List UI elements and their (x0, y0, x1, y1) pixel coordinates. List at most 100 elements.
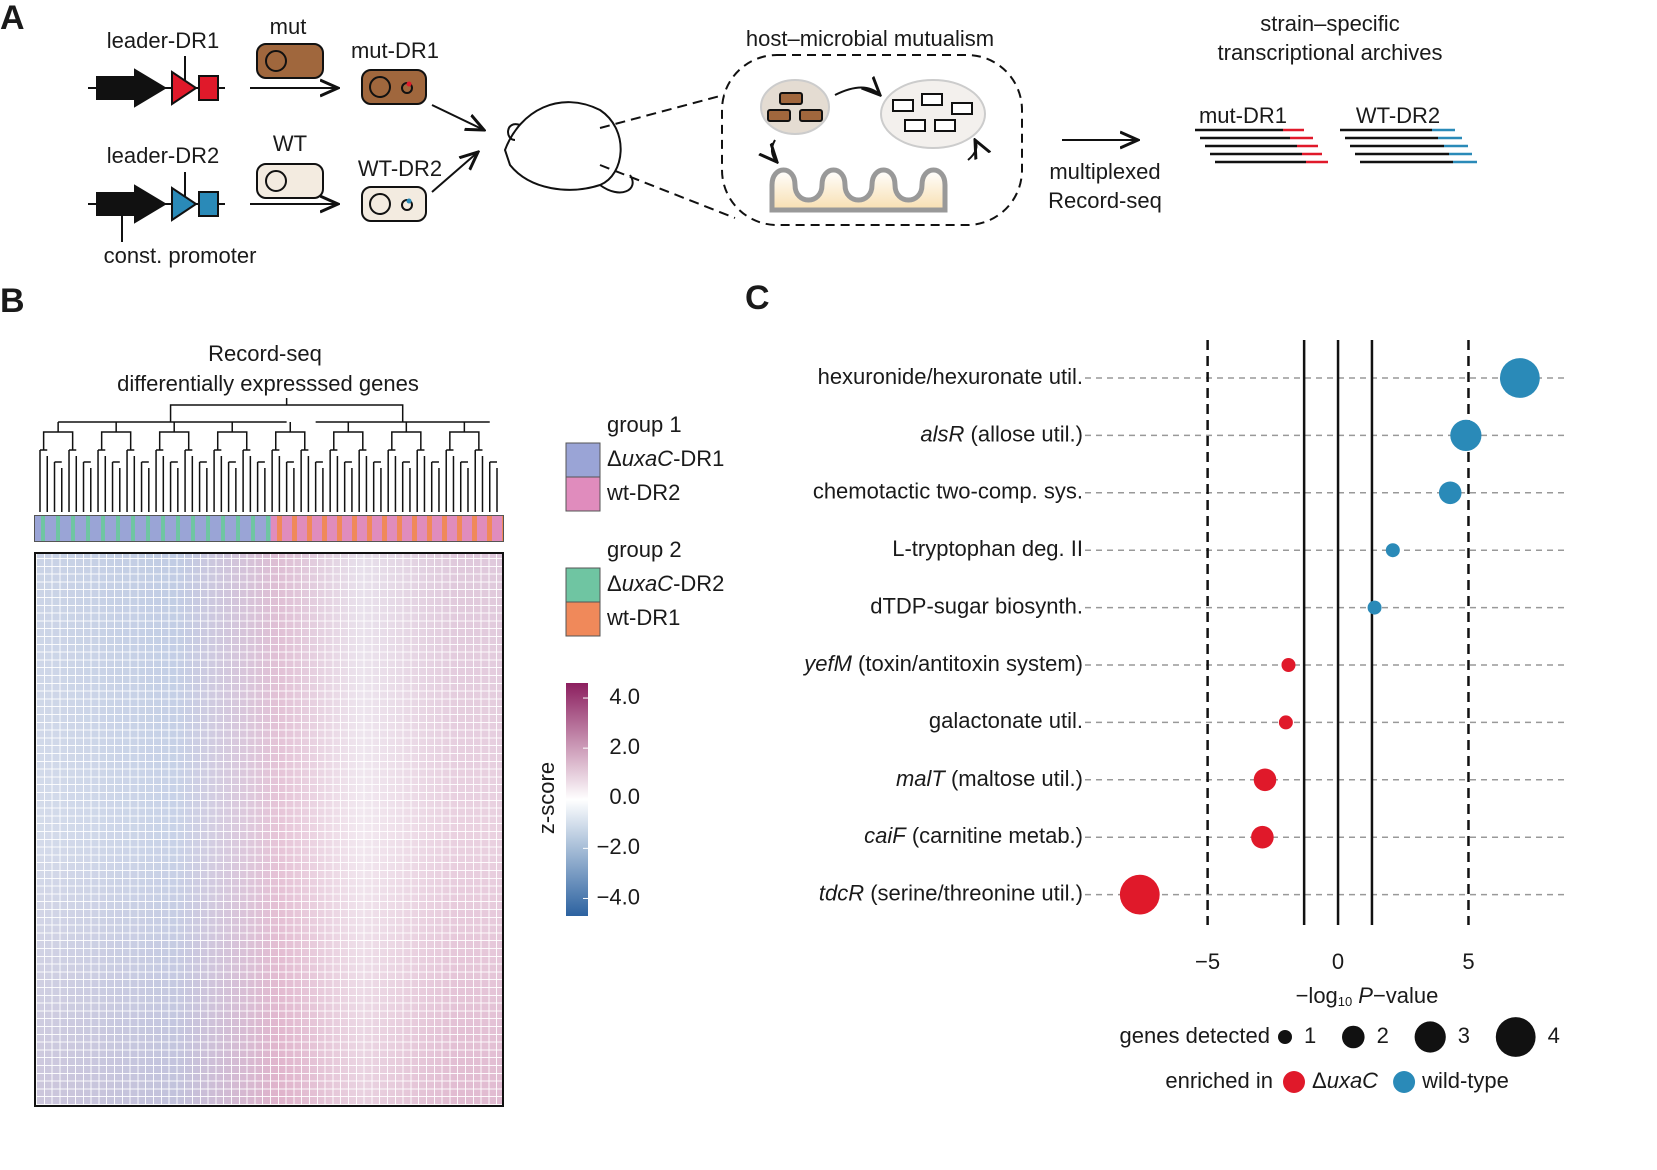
bubble (1499, 358, 1540, 398)
label: WT-DR2 (358, 156, 442, 181)
label-part: yefM (802, 651, 852, 676)
heatmap-title: differentially expresssed genes (117, 371, 419, 396)
bubble (1438, 481, 1462, 505)
x-tick-label: 5 (1462, 949, 1474, 974)
heatmap (34, 552, 504, 1107)
label: wt-DR2 (606, 480, 680, 505)
panel-a-labels: leader-DR1 leader-DR2 const. promoter mu… (104, 11, 1443, 268)
label: yefM (toxin/antitoxin system) (802, 651, 1083, 676)
legend-dot (1393, 1071, 1416, 1093)
label-part: (maltose util.) (951, 766, 1083, 791)
label-part: alsR (920, 421, 964, 446)
legend-label: 1 (1304, 1023, 1316, 1048)
group-color-strip (34, 515, 504, 542)
label: transcriptional archives (1218, 40, 1443, 65)
label-part: −value (1373, 983, 1438, 1008)
colorbar (566, 683, 588, 916)
x-tick-label: 0 (1332, 949, 1344, 974)
bubble (1385, 543, 1400, 558)
label-part: (carnitine metab.) (912, 823, 1083, 848)
legend-title: group 1 (607, 412, 682, 437)
legend-swatch (565, 567, 601, 603)
label-part: caiF (864, 823, 907, 848)
label-part: (allose util.) (971, 421, 1083, 446)
label: wt-DR1 (606, 605, 680, 630)
label: alsR (allose util.) (920, 421, 1083, 446)
panel-label: A (0, 0, 25, 37)
colorbar-tick-label: −2.0 (597, 834, 640, 859)
bubble (1367, 600, 1382, 615)
label: caiF (carnitine metab.) (864, 823, 1083, 848)
label-part: Δ (607, 571, 622, 596)
dendrogram (39, 398, 498, 512)
legend-title: group 2 (607, 537, 682, 562)
legend-label: 4 (1548, 1023, 1560, 1048)
legend-bubble (1414, 1021, 1446, 1053)
colorbar-tick-label: 4.0 (609, 684, 640, 709)
label: multiplexed (1049, 159, 1160, 184)
legend-swatch (565, 442, 601, 478)
bubble (1278, 715, 1293, 730)
legend-bubble (1278, 1030, 1292, 1044)
x-axis-label: −log10 P−value (1296, 983, 1439, 1010)
label-part: −log (1296, 983, 1338, 1008)
label: leader-DR2 (107, 143, 220, 168)
panel-label: B (0, 282, 25, 320)
label: mut (270, 14, 307, 39)
category-label: galactonate util. (929, 708, 1083, 733)
label-part: malT (896, 766, 946, 791)
label: mut-DR1 (1199, 103, 1287, 128)
legend-bubble (1495, 1017, 1536, 1057)
legend-dot (1283, 1071, 1305, 1093)
category-label: L-tryptophan deg. II (892, 536, 1083, 561)
colorbar-tick-label: −4.0 (597, 884, 640, 909)
colorbar-tick-label: 0.0 (609, 784, 640, 809)
bubble (1251, 825, 1274, 849)
category-label: hexuronide/hexuronate util. (818, 364, 1083, 389)
legend-title: genes detected (1120, 1023, 1270, 1048)
label: mut-DR1 (351, 38, 439, 63)
legend-swatch (565, 476, 601, 512)
bubble (1119, 874, 1160, 915)
label: Record-seq (1048, 188, 1162, 213)
x-tick-label: −5 (1195, 949, 1220, 974)
label: WT-DR2 (1356, 103, 1440, 128)
label-part: uxaC (1327, 1068, 1378, 1093)
colorbar-title: z-score (534, 762, 559, 834)
heatmap-title: Record-seq (208, 341, 322, 366)
legend-bubble (1342, 1025, 1365, 1049)
label: ΔuxaC (1312, 1068, 1378, 1093)
panel-label: C (745, 279, 770, 317)
label: malT (maltose util.) (896, 766, 1083, 791)
label: ΔuxaC-DR1 (607, 446, 724, 471)
label-part: Δ (607, 446, 622, 471)
label-part: -DR2 (673, 571, 724, 596)
category-label: dTDP-sugar biosynth. (870, 593, 1083, 618)
label-part: tdcR (819, 880, 864, 905)
label-part: uxaC (622, 446, 673, 471)
legend-label: 3 (1458, 1023, 1470, 1048)
construct-diagram (88, 43, 1477, 242)
label: strain–specific (1260, 11, 1399, 36)
label: WT (273, 131, 307, 156)
bubble (1450, 419, 1482, 451)
legend-title: enriched in (1165, 1068, 1273, 1093)
label: leader-DR1 (107, 28, 220, 53)
label-part: (toxin/antitoxin system) (858, 651, 1083, 676)
label: wild-type (1421, 1068, 1509, 1093)
label: ΔuxaC-DR2 (607, 571, 724, 596)
label: const. promoter (104, 243, 257, 268)
label: tdcR (serine/threonine util.) (819, 880, 1083, 905)
bubble (1253, 768, 1277, 792)
legend-label: 2 (1377, 1023, 1389, 1048)
category-label: chemotactic two-comp. sys. (813, 479, 1083, 504)
label-part: (serine/threonine util.) (870, 880, 1083, 905)
colorbar-tick-label: 2.0 (609, 734, 640, 759)
label-part: -DR1 (673, 446, 724, 471)
label-part: uxaC (622, 571, 673, 596)
label: host–microbial mutualism (746, 26, 994, 51)
legend-swatch (565, 601, 601, 637)
label-part: Δ (1312, 1068, 1327, 1093)
dendrogram-branches (39, 398, 498, 512)
